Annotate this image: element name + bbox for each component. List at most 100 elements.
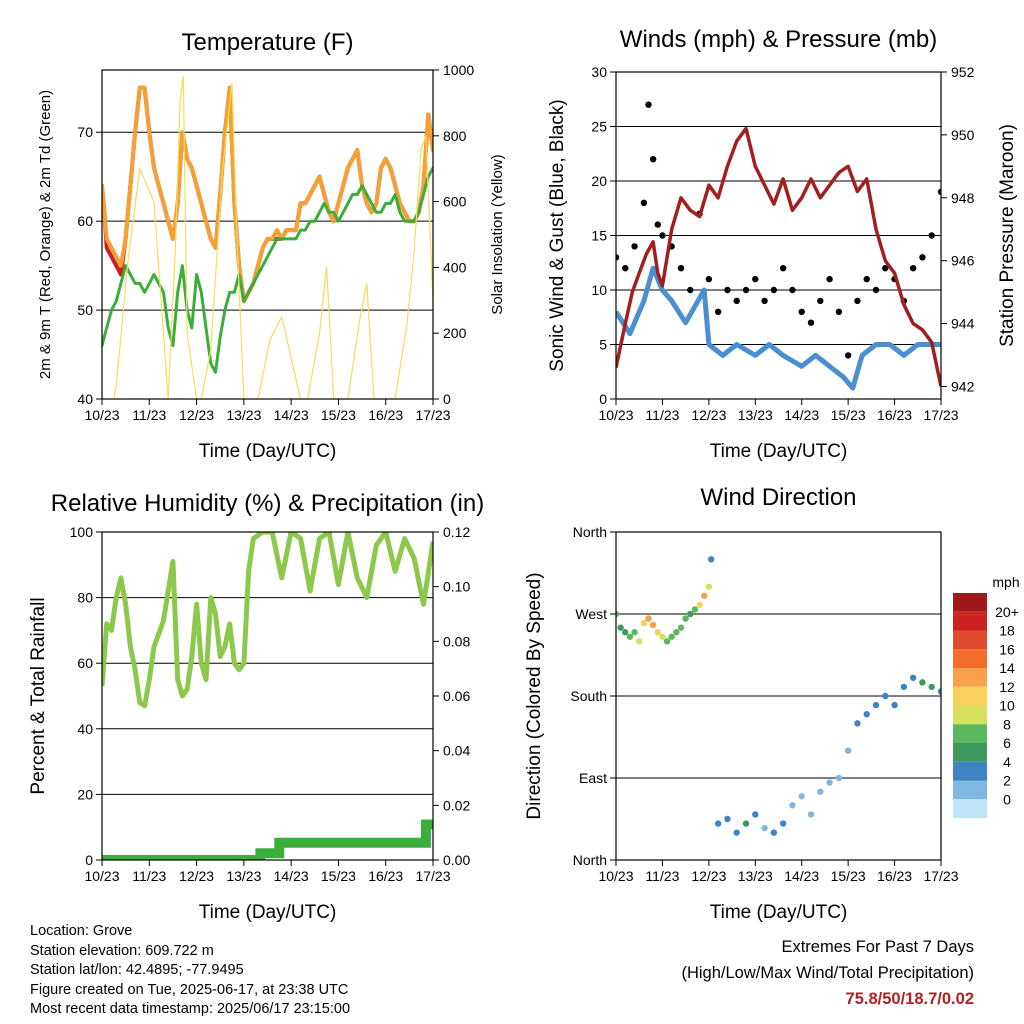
direction-point [835, 774, 843, 782]
extremes-title: Extremes For Past 7 Days [781, 938, 974, 956]
y-tick-label: 40 [77, 391, 93, 407]
x-tick-label: 13/23 [226, 868, 261, 884]
panel-humidity: 0 20 40 60 80 100 0.00 0.02 0.04 0.06 0.08 0.10 0.12… [28, 490, 484, 923]
chart-title: Winds (mph) & Pressure (mb) [620, 26, 937, 53]
direction-point [909, 674, 917, 681]
panel-temperature: 40 50 60 70 0 200 400 600 800 1000 10/23 11/23 12/23… [37, 29, 506, 462]
station-info: Location: Grove Station elevation: 609.7… [30, 922, 350, 1020]
colorbar-swatch [953, 724, 987, 743]
x-tick-label: 15/23 [321, 407, 356, 423]
x-tick-label: 10/23 [598, 407, 633, 423]
y2-tick-label: 0 [443, 391, 451, 407]
colorbar-swatch [953, 780, 987, 800]
y-axis-label: Direction (Colored By Speed) [524, 572, 545, 819]
gust-point [705, 275, 713, 283]
gust-point [817, 297, 824, 305]
y-tick-label: 40 [77, 721, 93, 737]
colorbar-label: 12 [999, 679, 1015, 695]
plot-frame [615, 71, 942, 400]
direction-point [701, 592, 708, 599]
gust-point [798, 308, 805, 315]
colorbar-swatch [953, 630, 987, 650]
direction-point [872, 701, 880, 709]
y-tick-label: 60 [77, 213, 93, 229]
colorbar-label: 4 [1003, 754, 1011, 770]
y2-tick-label: 0.04 [443, 743, 470, 759]
rh-line [102, 532, 433, 709]
direction-point [645, 615, 652, 622]
direction-point [691, 606, 699, 613]
direction-point [654, 629, 661, 636]
direction-point [789, 802, 796, 809]
colorbar-label: 20+ [995, 604, 1019, 620]
y-axis-label: Percent & Total Rainfall [28, 597, 49, 794]
y2-tick-label: 946 [951, 253, 975, 269]
direction-point [817, 788, 824, 795]
direction-point [673, 629, 680, 636]
x-tick-label: 10/23 [84, 407, 119, 423]
y-tick-label: 20 [591, 173, 607, 189]
y2-tick-label: 948 [951, 190, 975, 206]
gust-point [789, 286, 796, 294]
gust-point [835, 308, 843, 315]
y2-axis-label: Station Pressure (Maroon) [997, 124, 1018, 347]
colorbar-swatch [953, 686, 987, 706]
plot-area [616, 101, 941, 391]
extremes-summary: Extremes For Past 7 Days (High/Low/Max W… [681, 934, 974, 1012]
direction-point [622, 629, 629, 636]
gust-point [742, 286, 750, 294]
y2-tick-label: 944 [951, 316, 975, 332]
station-latlon: Station lat/lon: 42.4895; -77.9495 [30, 962, 244, 978]
gust-point [622, 265, 629, 272]
colorbar-swatch [953, 611, 987, 631]
gust-point [631, 243, 638, 250]
panel-winds: 0 5 10 15 20 25 30 942 944 946 948 950 952 10/23 11/23… [547, 26, 1018, 462]
colorbar-label: 6 [1003, 735, 1011, 751]
y2-tick-label: 1000 [443, 62, 474, 78]
direction-point [663, 638, 671, 645]
gust-point [854, 297, 861, 305]
y-tick-label: 10 [591, 282, 607, 298]
y-axis-label: 2m & 9m T (Red, Orange) & 2m Td (Green) [37, 90, 54, 379]
direction-point [649, 621, 657, 629]
y-tick-label: 15 [591, 228, 607, 244]
y2-tick-label: 942 [951, 378, 975, 394]
colorbar-swatch [953, 705, 987, 725]
y2-tick-label: 0.12 [443, 524, 470, 540]
colorbar-label: 18 [999, 623, 1015, 639]
direction-point [928, 683, 935, 691]
direction-point [733, 829, 740, 836]
x-tick-label: 15/23 [831, 407, 866, 423]
chart-title: Relative Humidity (%) & Precipitation (i… [51, 490, 484, 517]
x-tick-label: 17/23 [415, 868, 450, 884]
direction-point [919, 679, 926, 686]
wind-line [616, 265, 941, 391]
direction-point [742, 820, 750, 827]
y2-axis-label: Solar Insolation (Yellow) [489, 154, 506, 314]
station-location: Location: Grove [30, 923, 133, 939]
y-axis-label: Sonic Wind & Gust (Blue, Black) [547, 99, 568, 371]
colorbar-label: 2 [1003, 773, 1011, 789]
pressure-line [616, 126, 941, 387]
y-tick-label: East [579, 770, 607, 786]
direction-point [682, 615, 689, 622]
y2-tick-label: 200 [443, 325, 467, 341]
y-tick-label: 0 [85, 852, 93, 868]
gust-point [807, 319, 815, 326]
x-tick-label: 16/23 [368, 407, 403, 423]
plot-area [102, 532, 433, 860]
colorbar-label: 8 [1003, 716, 1011, 732]
y-tick-label: 20 [77, 786, 93, 802]
x-tick-label: 16/23 [368, 868, 403, 884]
direction-point [937, 688, 941, 695]
gust-point [687, 286, 694, 294]
gust-point [714, 308, 722, 315]
x-tick-label: 14/23 [274, 868, 309, 884]
direction-point [761, 824, 768, 832]
direction-point [826, 779, 833, 786]
gust-point [752, 275, 759, 283]
x-tick-label: 13/23 [738, 868, 773, 884]
gust-point [649, 156, 657, 163]
x-axis-label: Time (Day/UTC) [199, 902, 337, 923]
gust-point [844, 352, 852, 359]
